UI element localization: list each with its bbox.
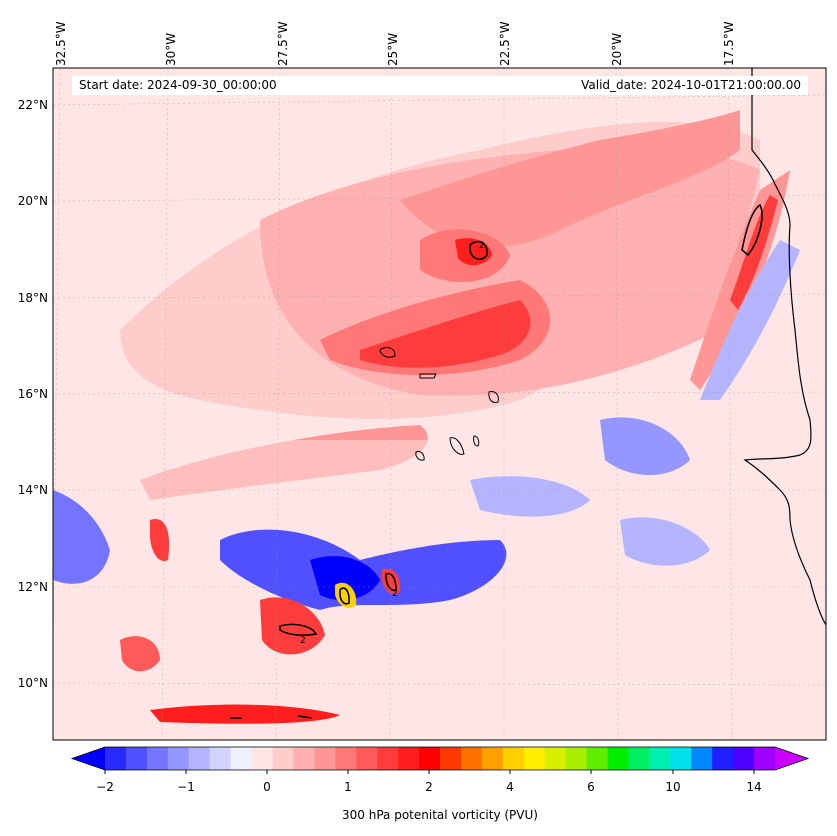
lat-label: 14°N (17, 483, 48, 497)
lat-label: 18°N (17, 291, 48, 305)
colorbar-segment (335, 747, 357, 770)
colorbar-tick: 4 (506, 780, 514, 794)
colorbar-segment (502, 747, 525, 770)
info-box (72, 76, 808, 95)
colorbar-segment (712, 747, 734, 770)
colorbar-segment (670, 747, 692, 770)
lon-label: 17.5°W (722, 21, 736, 66)
colorbar-segment (733, 747, 755, 770)
colorbar-segment (586, 747, 608, 770)
lat-label: 12°N (17, 580, 48, 594)
colorbar-segment (419, 747, 441, 770)
colorbar-extend-min (72, 747, 105, 770)
pv-field (53, 68, 826, 740)
colorbar-segment (628, 747, 650, 770)
colorbar-segment (105, 747, 127, 770)
lon-label: 32.5°W (54, 21, 68, 66)
colorbar-segment (565, 747, 588, 770)
lon-label: 30°W (164, 32, 178, 66)
colorbar-tick: 0 (263, 780, 271, 794)
colorbar-extend-max (775, 747, 808, 770)
colorbar-segment (209, 747, 232, 770)
colorbar-segment (230, 747, 253, 770)
colorbar-tick: 2 (425, 780, 433, 794)
colorbar-segment (691, 747, 713, 770)
colorbar-tick: 14 (746, 780, 762, 794)
lat-label: 20°N (17, 194, 48, 208)
colorbar-segment (649, 747, 671, 770)
colorbar-segment (125, 747, 148, 770)
lat-label: 22°N (17, 98, 48, 112)
lat-label: 10°N (17, 676, 48, 690)
colorbar-label: 300 hPa potenital vorticity (PVU) (342, 808, 538, 822)
colorbar-tick: 1 (344, 780, 352, 794)
colorbar-tick: −1 (177, 780, 195, 794)
colorbar-segment (146, 747, 169, 770)
colorbar-segment (398, 747, 420, 770)
valid-date: Valid_date: 2024-10-01T21:00:00.00 (581, 78, 801, 92)
colorbar-tick: 6 (587, 780, 595, 794)
start-date: Start date: 2024-09-30_00:00:00 (79, 78, 277, 92)
colorbar-segment (293, 747, 315, 770)
lat-label: 16°N (17, 387, 48, 401)
contour-label: 2 (479, 241, 485, 251)
contour-label: 2 (392, 589, 398, 599)
colorbar-segment (754, 747, 776, 770)
lon-label: 27.5°W (276, 21, 290, 66)
colorbar-segment (544, 747, 567, 770)
colorbar-segment (607, 747, 629, 770)
map-frame (52, 67, 827, 741)
lon-label: 20°W (610, 32, 624, 66)
colorbar-segment (460, 747, 483, 770)
colorbar-segment (272, 747, 294, 770)
lon-label: 22.5°W (498, 21, 512, 66)
colorbar-tick: −2 (96, 780, 114, 794)
colorbar-segment (440, 747, 462, 770)
colorbar-tick: 10 (665, 780, 681, 794)
lon-label: 25°W (386, 32, 400, 66)
colorbar-segment (251, 747, 273, 770)
colorbar-segment (377, 747, 399, 770)
colorbar-segment (523, 747, 546, 770)
colorbar-segment (314, 747, 336, 770)
colorbar (70, 746, 810, 774)
colorbar-segment (481, 747, 504, 770)
colorbar-segment (356, 747, 378, 770)
contour-label: 2 (300, 636, 306, 646)
colorbar-segment (167, 747, 190, 770)
colorbar-segment (188, 747, 211, 770)
